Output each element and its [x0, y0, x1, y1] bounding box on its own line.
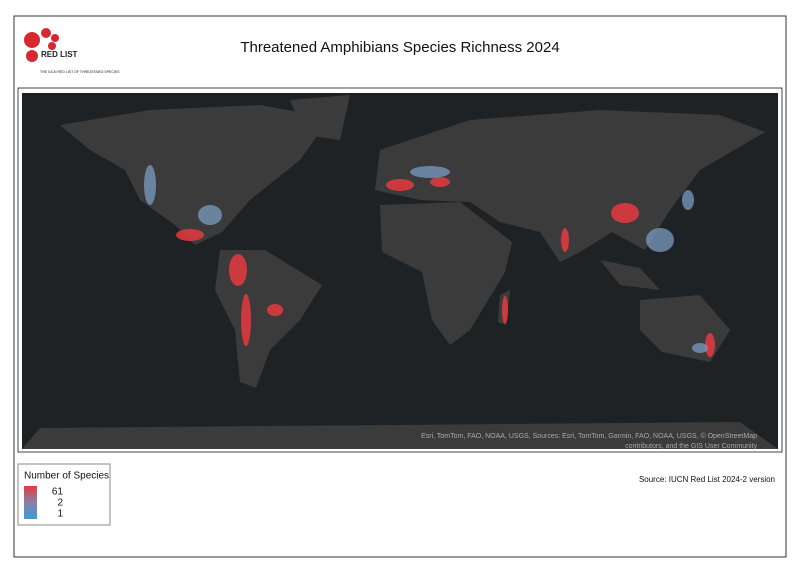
legend: Number of Species 61 2 1 — [17, 463, 111, 526]
source: Source: IUCN Red List 2024-2 version — [639, 475, 775, 484]
legend-ramp — [24, 486, 37, 519]
title: Threatened Amphibians Species Richness 2… — [240, 39, 559, 56]
legend-label: 1 — [57, 509, 63, 520]
attribution: contributors, and the GIS User Community — [625, 443, 757, 450]
legend-label: 61 — [52, 487, 64, 498]
attribution: Esri, TomTom, FAO, NOAA, USGS, Sources: … — [421, 432, 757, 440]
legend-title: Number of Species — [24, 471, 109, 482]
map: Esri, TomTom, FAO, NOAA, USGS, Sources: … — [22, 93, 778, 450]
logo-name: RED LIST — [41, 50, 78, 59]
legend-label: 2 — [57, 498, 63, 509]
logo: RED LIST THE IUCN RED LIST OF THREATENED… — [24, 28, 120, 74]
logo-tagline: THE IUCN RED LIST OF THREATENED SPECIES — [40, 70, 120, 74]
